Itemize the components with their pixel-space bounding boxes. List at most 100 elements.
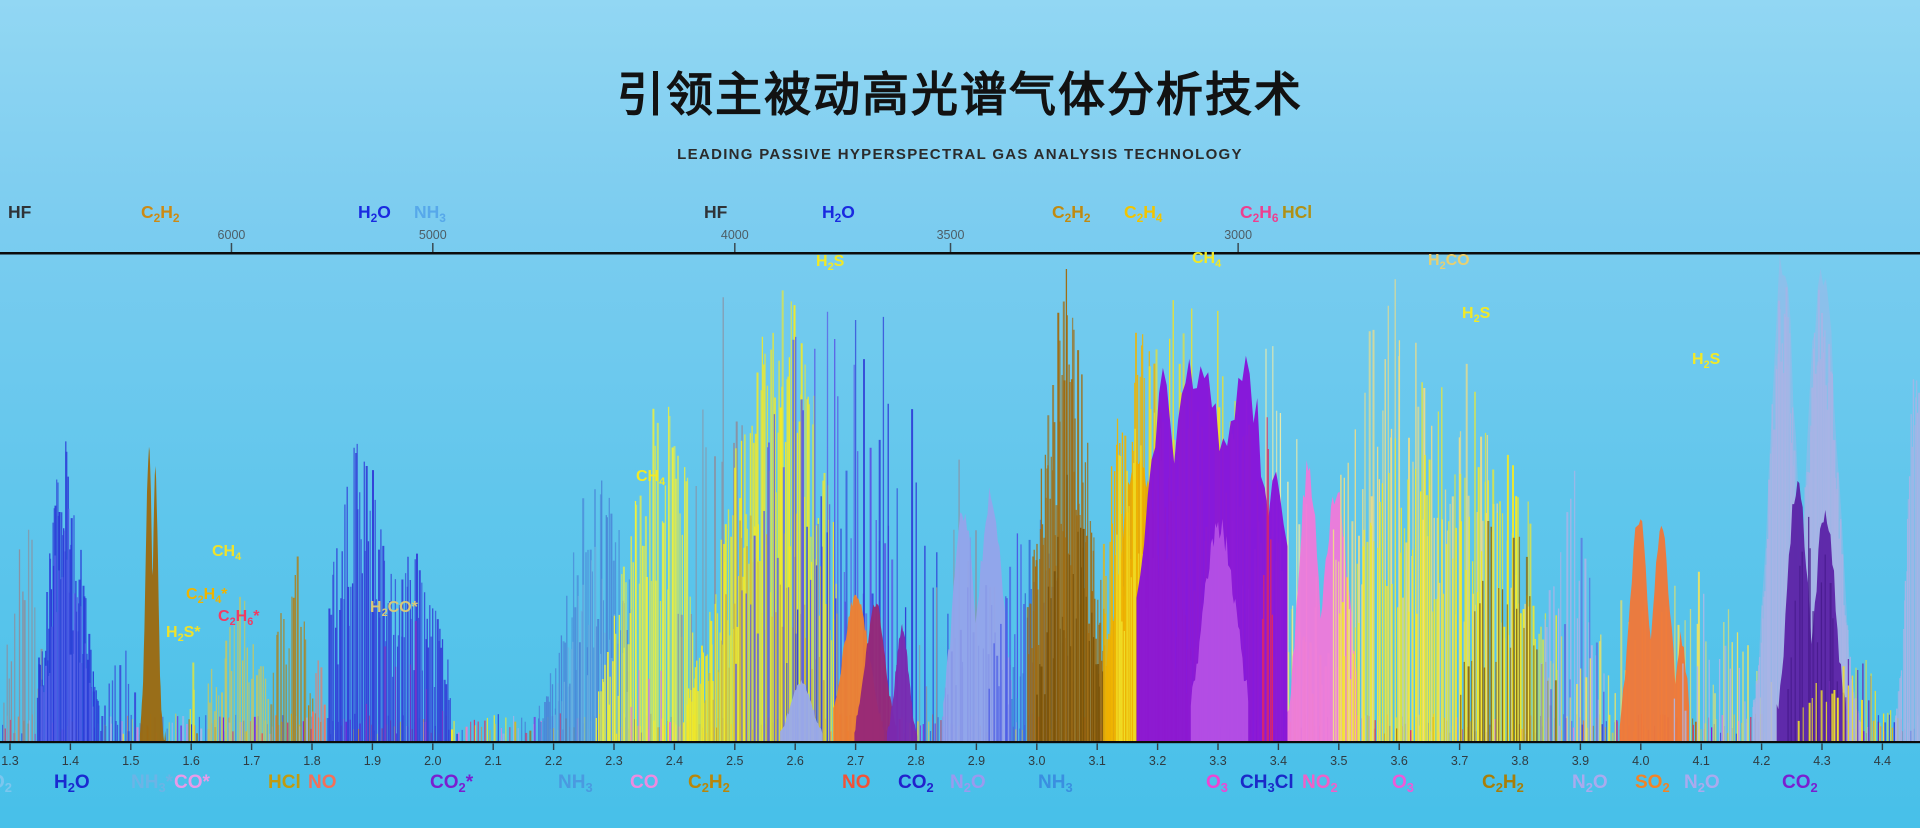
- bottom-axis-tick-label: 2.3: [605, 754, 622, 768]
- gas-label-plot-C2H4*: C2H4*: [186, 586, 228, 606]
- gas-label-bottom-C2H2: C2H2: [1482, 772, 1524, 795]
- gas-label-bottom-CO2: CO2: [898, 772, 934, 795]
- gas-label-bottom-N2O: N2O: [950, 772, 986, 795]
- gas-label-top-C2H6: C2H6: [1240, 202, 1279, 225]
- band-CO2-darkpurple: [1776, 480, 1847, 741]
- gas-label-bottom-HCl: HCl: [268, 772, 301, 793]
- band-peri-hump: [780, 679, 823, 741]
- gas-label-bottom-O3: O3: [1206, 772, 1228, 795]
- top-axis: 6000 5000 4000 3500 3000 HF C2H2 H2O NH3 HF H2O C2H…: [0, 202, 1920, 255]
- gas-label-top-HF: HF: [704, 202, 728, 222]
- band-SO2: [1619, 519, 1690, 741]
- top-axis-tick-label: 3500: [937, 228, 965, 242]
- gas-label-plot-H2CO*: H2CO*: [370, 599, 419, 619]
- bottom-axis-tick-label: 1.9: [364, 754, 381, 768]
- gas-label-bottom-CH3Cl: CH3Cl: [1240, 772, 1294, 795]
- band-H2O-light: [40, 508, 94, 741]
- bottom-axis-tick-label: 3.4: [1270, 754, 1287, 768]
- gas-label-plot-CH4: CH4: [1192, 250, 1221, 270]
- bottom-axis-tick-label: 3.2: [1149, 754, 1166, 768]
- gas-label-bottom-NO2: NO2: [1302, 772, 1338, 795]
- band-NO2-orchid: [1287, 460, 1357, 741]
- bottom-axis-tick-label: 2.7: [847, 754, 864, 768]
- gas-label-plot-H2S: H2S: [816, 253, 845, 273]
- band-CO2-edge: [1894, 379, 1920, 741]
- top-axis-tick-label: 3000: [1224, 228, 1252, 242]
- band-O3-violet: [1190, 518, 1249, 741]
- bottom-axis-tick-label: 1.4: [62, 754, 79, 768]
- plot-annotations: H2S CH4 H2CO H2S H2S CH4 CH4 C2H4*C2H6* H2S* H2CO…: [166, 250, 1721, 644]
- gas-label-bottom-O3: O3: [1392, 772, 1414, 795]
- bottom-axis-tick-label: 1.8: [303, 754, 320, 768]
- band-CH4: [207, 596, 269, 741]
- bottom-axis-tick-label: 4.1: [1693, 754, 1710, 768]
- bottom-axis-tick-label: 4.2: [1753, 754, 1770, 768]
- bottom-axis-tick-label: 1.7: [243, 754, 260, 768]
- gas-label-bottom-NH3*: NH3*: [131, 772, 174, 795]
- bottom-axis-tick-label: 4.0: [1632, 754, 1649, 768]
- gas-label-bottom-NH3: NH3: [558, 772, 593, 795]
- bottom-axis-tick-label: 2.8: [907, 754, 924, 768]
- gas-label-plot-H2S*: H2S*: [166, 624, 201, 644]
- bottom-axis-tick-label: 2.9: [968, 754, 985, 768]
- bottom-axis-tick-label: 2.4: [666, 754, 683, 768]
- top-axis-tick-label: 6000: [218, 228, 246, 242]
- title-block: 引领主被动高光谱气体分析技术 LEADING PASSIVE HYPERSPEC…: [0, 56, 1920, 163]
- gas-label-top-H2O: H2O: [822, 202, 855, 225]
- gas-label-plot-H2CO: H2CO: [1428, 252, 1470, 272]
- bottom-axis-tick-label: 1.3: [1, 754, 18, 768]
- bottom-axis-tick-label: 3.7: [1451, 754, 1468, 768]
- gas-label-bottom-CO: CO: [630, 772, 659, 793]
- gas-label-plot-H2S: H2S: [1462, 305, 1491, 325]
- band-CO-pink: [630, 670, 671, 741]
- band-CO2-maroon: [854, 603, 897, 741]
- gas-label-bottom-NO: NO: [842, 772, 871, 793]
- gas-label-top-NH3: NH3: [414, 202, 446, 225]
- band-H2O*: [328, 443, 451, 741]
- bottom-axis: 1.3 1.4 1.5 1.6 1.7 1.8 1.9 2.0 2.1 2.2 2.3 2.4 2.5 2…: [0, 741, 1920, 795]
- band-CO2*-purple: [365, 620, 444, 741]
- bottom-axis-tick-label: 4.3: [1813, 754, 1830, 768]
- band-C2H2-dark: [1036, 474, 1104, 741]
- band-H2S*: [189, 662, 195, 741]
- gas-label-plot-C2H6*: C2H6*: [218, 608, 260, 628]
- top-axis-tick-label: 4000: [721, 228, 749, 242]
- gas-label-plot-H2S: H2S: [1692, 351, 1721, 371]
- band-HCl-tan: [270, 556, 314, 741]
- gas-label-plot-CH4: CH4: [212, 543, 241, 563]
- band-NO: [312, 660, 326, 741]
- bottom-axis-tick-label: 2.0: [424, 754, 441, 768]
- gas-label-bottom-O2: O2: [0, 772, 12, 795]
- page-title: 引领主被动高光谱气体分析技术: [617, 68, 1303, 121]
- bottom-axis-tick-label: 4.4: [1874, 754, 1891, 768]
- bottom-axis-tick-label: 1.5: [122, 754, 139, 768]
- gas-label-top-HF: HF: [8, 202, 32, 222]
- bottom-axis-tick-label: 2.6: [787, 754, 804, 768]
- spectral-bands: [3, 254, 1920, 741]
- gas-label-top-C2H4: C2H4: [1124, 202, 1163, 225]
- band-C2H2: [139, 446, 166, 741]
- band-CO2-purpleblob: [887, 624, 918, 741]
- gas-label-top-C2H2: C2H2: [141, 202, 180, 225]
- bottom-axis-tick-label: 3.9: [1572, 754, 1589, 768]
- gas-label-bottom-C2H2: C2H2: [688, 772, 730, 795]
- bottom-axis-tick-label: 3.0: [1028, 754, 1045, 768]
- gas-label-bottom-NO: NO: [308, 772, 337, 793]
- bottom-axis-tick-label: 2.1: [485, 754, 502, 768]
- gas-label-bottom-CO*: CO*: [174, 772, 211, 793]
- gas-label-top-C2H2: C2H2: [1052, 202, 1091, 225]
- page-subtitle: LEADING PASSIVE HYPERSPECTRAL GAS ANALYS…: [677, 146, 1243, 163]
- bottom-axis-tick-label: 3.8: [1511, 754, 1528, 768]
- top-axis-tick-label: 5000: [419, 228, 447, 242]
- gas-label-bottom-N2O: N2O: [1572, 772, 1608, 795]
- bottom-axis-tick-label: 3.6: [1391, 754, 1408, 768]
- band-CO2-yellowbr: [1797, 660, 1892, 741]
- bottom-axis-tick-label: 2.5: [726, 754, 743, 768]
- gas-label-bottom-CO2*: CO2*: [430, 772, 474, 795]
- gas-label-bottom-H2O: H2O: [54, 772, 90, 795]
- gas-label-bottom-SO2: SO2: [1635, 772, 1670, 795]
- bottom-axis-tick-label: 2.2: [545, 754, 562, 768]
- gas-label-bottom-CO2: CO2: [1782, 772, 1818, 795]
